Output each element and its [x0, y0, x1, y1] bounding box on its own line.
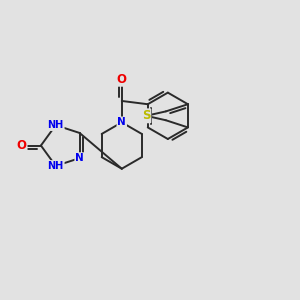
Text: NH: NH [48, 161, 64, 171]
Text: S: S [142, 109, 150, 122]
Text: O: O [16, 139, 27, 152]
Text: O: O [117, 73, 127, 86]
Text: NH: NH [48, 120, 64, 130]
Text: N: N [75, 153, 84, 163]
Text: N: N [117, 117, 126, 128]
